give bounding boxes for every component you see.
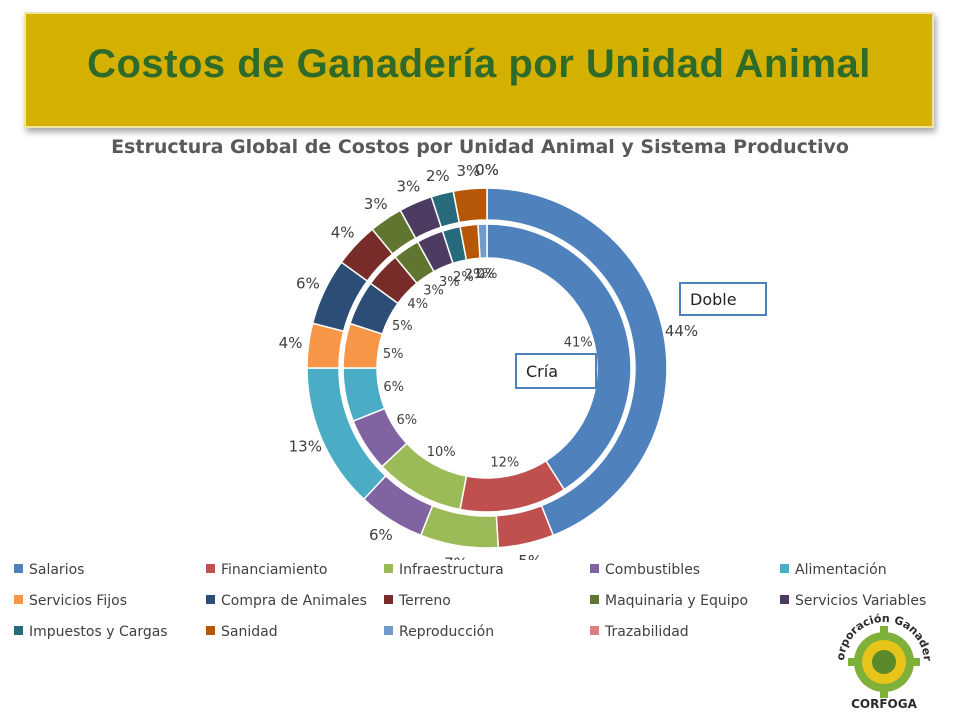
series-callouts: Cría Doble [515, 282, 767, 389]
legend-label: Combustibles [605, 562, 701, 578]
legend-label: Salarios [29, 562, 85, 578]
label-doble-financiamiento: 5% [518, 552, 542, 560]
slice-doble-sanidad [452, 187, 488, 224]
legend-label: Maquinaria y Equipo [605, 593, 749, 609]
callout-doble: Doble [679, 282, 767, 316]
label-doble-reproduccion: 0% [475, 161, 499, 179]
label-cria-alimentacion: 6% [383, 380, 404, 395]
legend-swatch [780, 564, 789, 573]
legend-item-infraestructura: Infraestructura [384, 562, 504, 578]
slice-cria-salarios [486, 223, 632, 491]
label-cria-impuestos-y-cargas: 2% [453, 270, 474, 285]
corfoga-logo: Corporación Ganadera CORFOGA [826, 604, 934, 711]
slice-doble-financiamiento [495, 504, 555, 549]
label-cria-infraestructura: 10% [427, 445, 456, 460]
label-cria-combustibles: 6% [396, 413, 417, 428]
legend-swatch [384, 595, 393, 604]
legend-item-trazabilidad: Trazabilidad [590, 624, 689, 640]
label-cria-financiamiento: 12% [490, 455, 519, 470]
legend-swatch [780, 595, 789, 604]
label-doble-combustibles: 6% [369, 526, 393, 544]
callout-cria: Cría [515, 353, 597, 389]
chart-title: Estructura Global de Costos por Unidad A… [111, 136, 849, 158]
legend-swatch [14, 595, 23, 604]
legend-label: Servicios Fijos [29, 593, 127, 609]
legend-item-terreno: Terreno [384, 593, 451, 609]
chart-rings [306, 187, 668, 549]
logo-text-bottom: CORFOGA [851, 697, 917, 711]
slice-cria-reproduccion [477, 223, 488, 260]
label-doble-servicios-fijos: 4% [279, 334, 303, 352]
legend-swatch [590, 626, 599, 635]
legend-item-salarios: Salarios [14, 562, 84, 578]
legend-item-servicios-variables: Servicios Variables [780, 593, 926, 609]
title-banner: Costos de Ganadería por Unidad Animal [24, 12, 934, 128]
legend-item-financiamiento: Financiamiento [206, 562, 327, 578]
legend-label: Reproducción [399, 624, 495, 640]
label-cria-maquinaria-y-equipo: 3% [423, 283, 444, 298]
label-doble-maquinaria-y-equipo: 3% [364, 195, 388, 213]
legend-swatch [14, 626, 23, 635]
legend-label: Sanidad [221, 624, 278, 640]
label-cria-reproduccion: 1% [474, 267, 495, 282]
label-cria-terreno: 4% [407, 297, 428, 312]
legend-item-impuestos-y-cargas: Impuestos y Cargas [14, 624, 168, 640]
label-doble-sanidad: 3% [456, 162, 480, 180]
label-doble-alimentacion: 13% [289, 438, 322, 456]
legend-item-compra-de-animales: Compra de Animales [206, 593, 367, 609]
legend-label: Alimentación [795, 562, 887, 578]
legend-label: Financiamiento [221, 562, 328, 578]
legend-item-reproduccion: Reproducción [384, 624, 494, 640]
legend-swatch [384, 626, 393, 635]
legend-label: Servicios Variables [795, 593, 927, 609]
label-cria-salarios: 41% [564, 335, 593, 350]
legend-item-combustibles: Combustibles [590, 562, 700, 578]
chart-labels: 41%12%10%6%6%5%5%4%3%3%2%2%1%0%44%5%7%6%… [279, 161, 699, 560]
label-doble-salarios: 44% [665, 322, 698, 340]
label-cria-compra-de-animales: 5% [392, 319, 413, 334]
legend-label: Impuestos y Cargas [29, 624, 168, 640]
label-doble-compra-de-animales: 6% [296, 275, 320, 293]
label-doble-servicios-variables: 3% [396, 177, 420, 195]
legend-swatch [590, 564, 599, 573]
callout-doble-text: Doble [690, 290, 737, 309]
legend-item-maquinaria-y-equipo: Maquinaria y Equipo [590, 593, 748, 609]
legend-swatch [590, 595, 599, 604]
page-title: Costos de Ganadería por Unidad Animal [87, 42, 871, 86]
label-cria-trazabilidad: 0% [477, 267, 498, 282]
label-cria-servicios-variables: 3% [439, 275, 460, 290]
label-cria-servicios-fijos: 5% [383, 347, 404, 362]
label-doble-terreno: 4% [331, 223, 355, 241]
legend-label: Terreno [399, 593, 451, 609]
legend-swatch [14, 564, 23, 573]
legend-swatch [206, 595, 215, 604]
label-doble-impuestos-y-cargas: 2% [426, 167, 450, 185]
legend-swatch [206, 626, 215, 635]
callout-cria-text: Cría [526, 362, 558, 381]
label-doble-infraestructura: 7% [444, 555, 468, 560]
doughnut-chart: 41%12%10%6%6%5%5%4%3%3%2%2%1%0%44%5%7%6%… [279, 161, 767, 560]
legend-label: Compra de Animales [221, 593, 367, 609]
label-doble-trazabilidad: 0% [475, 161, 499, 179]
legend-label: Trazabilidad [605, 624, 689, 640]
legend-swatch [384, 564, 393, 573]
legend-item-alimentacion: Alimentación [780, 562, 887, 578]
legend-item-servicios-fijos: Servicios Fijos [14, 593, 127, 609]
legend-label: Infraestructura [399, 562, 504, 578]
label-cria-sanidad: 2% [465, 268, 486, 283]
legend-swatch [206, 564, 215, 573]
legend-item-sanidad: Sanidad [206, 624, 278, 640]
